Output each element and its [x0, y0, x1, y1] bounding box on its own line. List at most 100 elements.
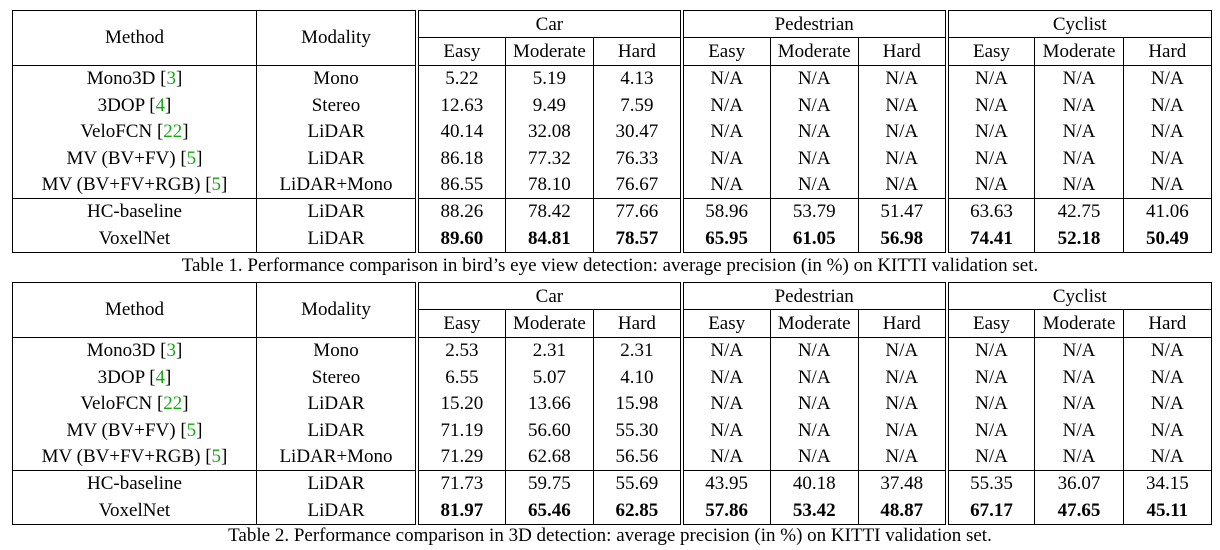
value-cell: 89.60	[417, 225, 506, 253]
value-cell: N/A	[946, 337, 1036, 365]
value-cell: 5.07	[505, 364, 595, 391]
citation-link[interactable]: 4	[155, 94, 166, 116]
value-cell: 51.47	[858, 197, 949, 226]
value-cell: 71.19	[417, 416, 506, 444]
value-cell: N/A	[946, 171, 1036, 199]
value-cell: N/A	[858, 92, 949, 119]
citation-link[interactable]: 22	[163, 393, 183, 415]
header-method: Method	[12, 10, 257, 66]
value-cell: 42.75	[1034, 197, 1124, 226]
method-cell: VeloFCN [22]	[12, 390, 257, 417]
value-cell: 7.59	[593, 92, 684, 119]
method-cell: MV (BV+FV) [5]	[12, 144, 257, 172]
value-cell: N/A	[770, 364, 859, 391]
table-row: 3DOP [4] Stereo 12.63 9.49 7.59 N/A N/A N/A N/A N…	[12, 92, 1212, 119]
header-pedestrian-hard: Hard	[858, 309, 949, 338]
value-cell: N/A	[1150, 366, 1184, 388]
header-row-groups: Method Modality Car Pedestrian Cyclist	[12, 10, 1212, 66]
value-cell: 45.11	[1146, 499, 1189, 521]
method-name: 3DOP	[97, 94, 145, 116]
value-cell: N/A	[1034, 364, 1124, 391]
header-group-cyclist: Cyclist	[946, 282, 1212, 311]
value-cell: N/A	[1150, 393, 1184, 415]
value-cell: N/A	[1034, 171, 1124, 199]
value-cell: N/A	[770, 390, 859, 417]
table-2-caption: Table 2. Performance comparison in 3D de…	[228, 525, 992, 546]
value-cell: 86.55	[417, 171, 506, 199]
citation-link[interactable]: 4	[155, 366, 166, 388]
value-cell: N/A	[858, 171, 949, 199]
value-cell: 2.31	[593, 337, 684, 365]
table-row: VeloFCN [22] LiDAR 40.14 32.08 30.47 N/A N/A N/…	[12, 118, 1212, 145]
modality-cell: LiDAR	[256, 197, 419, 226]
table-row: MV (BV+FV+RGB) [5] LiDAR+Mono 71.29 62.68 56…	[12, 443, 1212, 471]
value-cell: N/A	[946, 118, 1036, 145]
value-cell: N/A	[1034, 92, 1124, 119]
value-cell: N/A	[770, 144, 859, 172]
value-cell: N/A	[946, 364, 1036, 391]
header-car-hard: Hard	[593, 309, 684, 338]
method-name: VoxelNet	[98, 227, 171, 249]
value-cell: 52.18	[1034, 225, 1124, 253]
value-cell: 65.46	[505, 497, 595, 525]
header-cyclist-hard: Hard	[1123, 37, 1212, 66]
table-1: Method Modality Car Pedestrian Cyclist Easy Mo…	[12, 10, 1212, 253]
modality-cell: LiDAR	[256, 225, 419, 253]
value-cell: 48.87	[858, 497, 949, 525]
value-cell: N/A	[1034, 118, 1124, 145]
header-group-car: Car	[417, 10, 684, 39]
header-group-pedestrian: Pedestrian	[681, 10, 949, 39]
value-cell: 6.55	[417, 364, 506, 391]
citation-link[interactable]: 5	[186, 419, 197, 441]
modality-cell: Stereo	[256, 92, 419, 119]
value-cell: 15.20	[417, 390, 506, 417]
value-cell: 2.53	[417, 337, 506, 365]
value-cell: 50.49	[1145, 227, 1189, 249]
value-cell: N/A	[1150, 121, 1184, 143]
value-cell: N/A	[1150, 446, 1184, 468]
value-cell: 2.31	[505, 337, 595, 365]
value-cell: N/A	[1150, 147, 1184, 169]
citation-link[interactable]: 22	[163, 121, 183, 143]
value-cell: N/A	[770, 65, 859, 93]
citation-link[interactable]: 5	[211, 174, 222, 196]
value-cell: N/A	[681, 364, 771, 391]
value-cell: N/A	[1150, 340, 1184, 362]
citation-link[interactable]: 5	[186, 147, 197, 169]
value-cell: 84.81	[505, 225, 595, 253]
table-row: HC-baseline LiDAR 71.73 59.75 55.69 43.95 40.1…	[12, 469, 1212, 498]
method-cell: VeloFCN [22]	[12, 118, 257, 145]
value-cell: 78.10	[505, 171, 595, 199]
header-car-easy: Easy	[417, 309, 506, 338]
value-cell: 5.19	[505, 65, 595, 93]
method-name: HC-baseline	[87, 201, 182, 223]
header-pedestrian-moderate: Moderate	[770, 37, 859, 66]
value-cell: N/A	[770, 92, 859, 119]
value-cell: 76.33	[593, 144, 684, 172]
value-cell: 15.98	[593, 390, 684, 417]
header-row-subcols: Easy Moderate Hard Easy Moderate Hard Easy Mode…	[13, 309, 1212, 338]
value-cell: 59.75	[505, 469, 595, 498]
value-cell: N/A	[1150, 174, 1184, 196]
value-cell: 56.98	[858, 225, 949, 253]
value-cell: 4.13	[593, 65, 684, 93]
value-cell: N/A	[946, 144, 1036, 172]
citation-link[interactable]: 3	[166, 340, 176, 362]
method-name: 3DOP	[97, 366, 145, 388]
table-1-block: Method Modality Car Pedestrian Cyclist Easy Mo…	[12, 10, 1212, 253]
value-cell: N/A	[681, 65, 771, 93]
header-cyclist-moderate: Moderate	[1034, 309, 1124, 338]
citation-link[interactable]: 3	[166, 68, 176, 90]
citation-link[interactable]: 5	[211, 446, 222, 468]
table-row: VoxelNet LiDAR 89.60 84.81 78.57 65.95 61.05 56…	[12, 225, 1212, 253]
value-cell: N/A	[770, 118, 859, 145]
value-cell: N/A	[681, 337, 771, 365]
value-cell: N/A	[770, 416, 859, 444]
value-cell: 63.63	[946, 197, 1036, 226]
value-cell: N/A	[681, 92, 771, 119]
value-cell: 86.18	[417, 144, 506, 172]
table-row: Mono3D [3] Mono 2.53 2.31 2.31 N/A N/A N/A N/A N/…	[12, 337, 1212, 365]
table-row: MV (BV+FV) [5] LiDAR 71.19 56.60 55.30 N/A N/A…	[12, 416, 1212, 444]
value-cell: 47.65	[1034, 497, 1124, 525]
